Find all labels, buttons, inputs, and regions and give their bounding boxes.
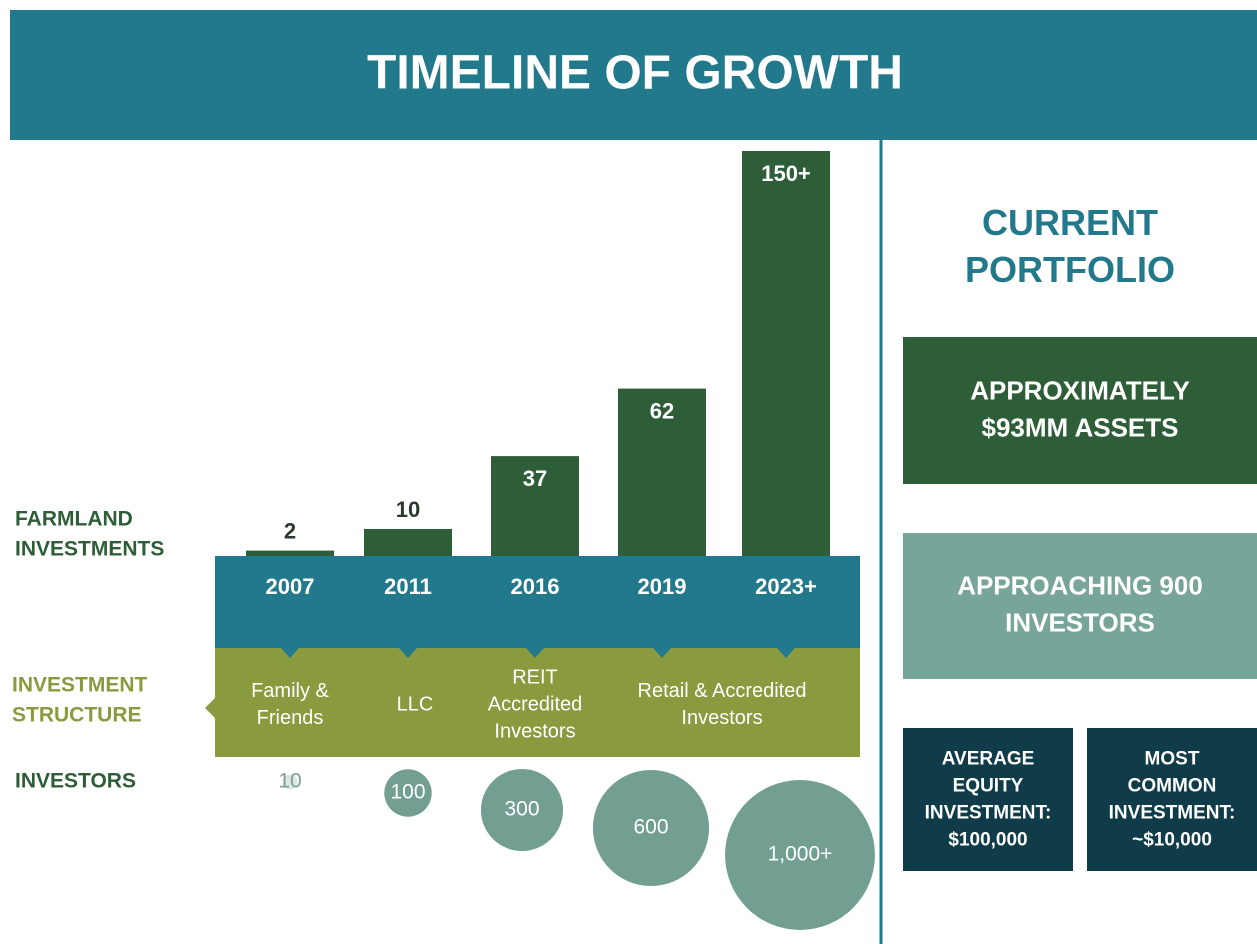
bar	[491, 456, 579, 556]
value-label: 150+	[761, 161, 811, 186]
bubble	[725, 780, 875, 930]
portfolio-text: APPROXIMATELY	[970, 375, 1190, 405]
bubble-label: 100	[390, 781, 425, 804]
portfolio-title: CURRENT	[982, 202, 1158, 243]
structure-label: Accredited	[488, 693, 583, 715]
category-label: 2019	[638, 574, 687, 599]
portfolio-text: INVESTMENT:	[925, 803, 1052, 824]
bar	[246, 550, 334, 556]
structure-label: Retail & Accredited	[638, 680, 807, 702]
average-box	[903, 728, 1073, 871]
bubble-label: 300	[504, 798, 539, 821]
portfolio-text: APPROACHING 900	[957, 570, 1203, 600]
portfolio-text: EQUITY	[953, 776, 1024, 797]
portfolio-text: AVERAGE	[942, 749, 1035, 770]
value-label: 62	[650, 398, 674, 423]
row-label: INVESTMENT	[12, 674, 148, 697]
bubble-label: 600	[633, 816, 668, 839]
structure-label: LLC	[397, 693, 434, 715]
row-label: INVESTMENTS	[15, 538, 164, 561]
portfolio-text: COMMON	[1128, 776, 1217, 797]
structure-label: Family &	[251, 680, 329, 702]
portfolio-text: INVESTMENT:	[1109, 803, 1236, 824]
pointer	[526, 648, 544, 658]
portfolio-text: MOST	[1145, 749, 1200, 770]
portfolio-title: PORTFOLIO	[965, 249, 1175, 290]
category-label: 2016	[511, 574, 560, 599]
bar	[364, 529, 452, 556]
bubble	[592, 769, 710, 887]
investors-box	[903, 533, 1257, 679]
value-label: 37	[523, 466, 547, 491]
structure-arrow	[205, 698, 215, 718]
portfolio-text: ~$10,000	[1132, 830, 1212, 851]
year-band	[215, 556, 860, 648]
value-label: 2	[284, 518, 296, 543]
structure-label: REIT	[512, 666, 558, 688]
row-label: STRUCTURE	[12, 704, 142, 727]
assets-box	[903, 337, 1257, 484]
structure-label: Friends	[257, 707, 324, 729]
pointer	[399, 648, 417, 658]
category-label: 2007	[266, 574, 315, 599]
bubble-label: 10	[278, 770, 301, 793]
category-label: 2011	[384, 574, 432, 599]
value-label: 10	[396, 497, 420, 522]
portfolio-text: $93MM ASSETS	[982, 412, 1179, 442]
pointer	[653, 648, 671, 658]
portfolio-text: $100,000	[948, 830, 1027, 851]
portfolio-text: INVESTORS	[1005, 607, 1155, 637]
bubble	[282, 774, 298, 790]
common-box	[1087, 728, 1257, 871]
structure-label: Investors	[681, 707, 762, 729]
header-band	[10, 10, 1257, 140]
bar	[742, 151, 830, 556]
pointer	[777, 648, 795, 658]
category-label: 2023+	[755, 574, 817, 599]
pointer	[281, 648, 299, 658]
bubble-label: 1,000+	[768, 843, 833, 866]
bubble	[384, 769, 432, 817]
row-label: INVESTORS	[15, 770, 136, 793]
structure-label: Investors	[494, 720, 575, 742]
title: TIMELINE OF GROWTH	[367, 47, 903, 100]
bar	[618, 388, 706, 556]
row-label: FARMLAND	[15, 508, 133, 531]
bubble	[480, 768, 564, 852]
structure-band	[215, 648, 860, 757]
